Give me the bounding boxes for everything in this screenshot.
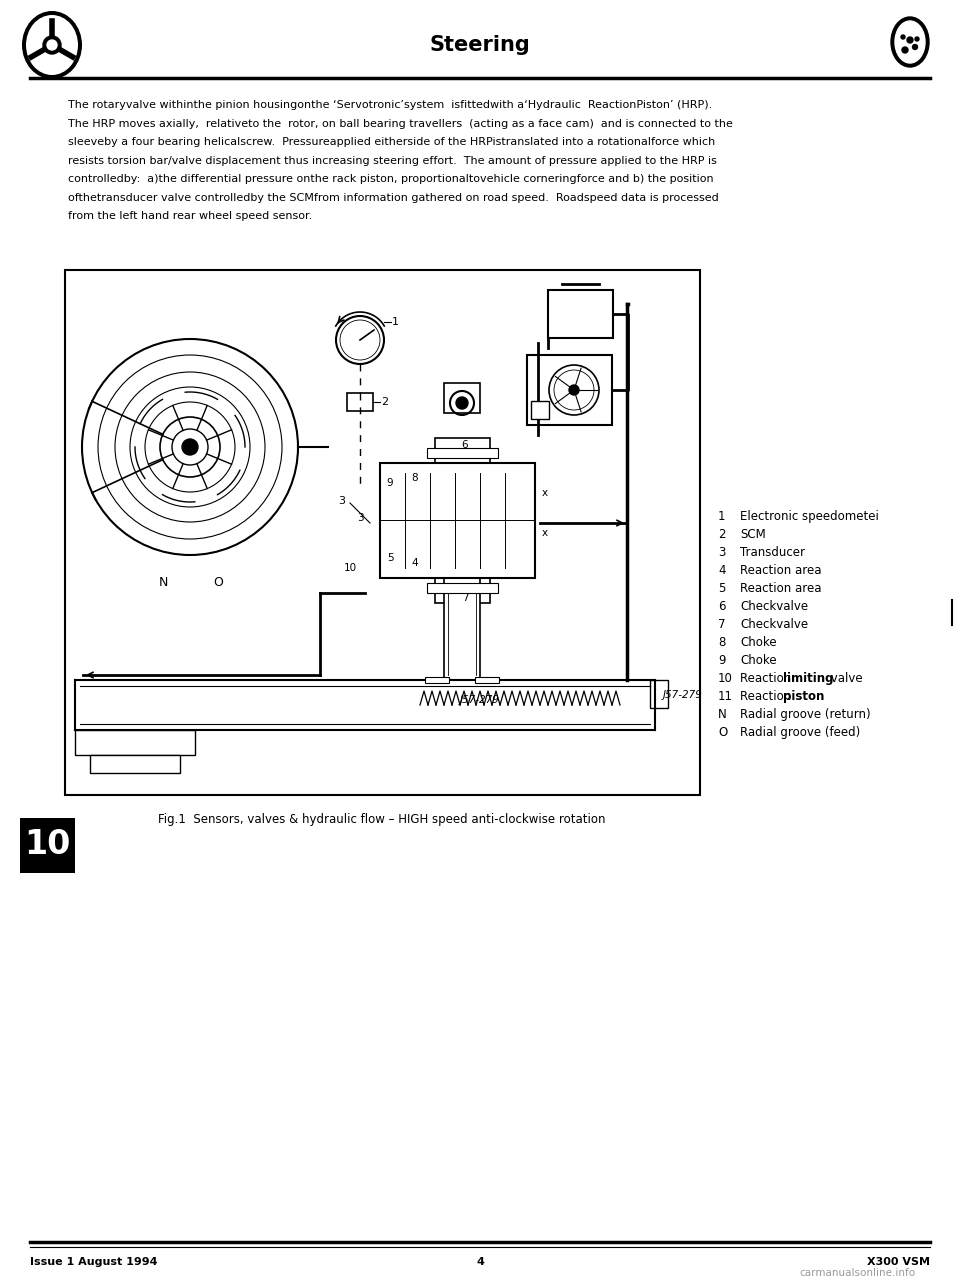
- Circle shape: [913, 45, 918, 49]
- Text: Checkvalve: Checkvalve: [740, 618, 808, 631]
- Bar: [548, 290, 613, 337]
- Text: Choke: Choke: [740, 654, 777, 667]
- Text: Fig.1  Sensors, valves & hydraulic flow – HIGH speed anti-clockwise rotation: Fig.1 Sensors, valves & hydraulic flow –…: [158, 813, 606, 826]
- Bar: [75, 730, 195, 755]
- Text: Issue 1 August 1994: Issue 1 August 1994: [30, 1257, 157, 1267]
- Text: limiting: limiting: [783, 672, 833, 685]
- Text: 2: 2: [718, 528, 726, 541]
- Circle shape: [182, 439, 198, 455]
- Circle shape: [902, 46, 908, 53]
- Ellipse shape: [22, 12, 82, 79]
- Text: 8: 8: [412, 473, 419, 483]
- Text: 9: 9: [718, 654, 726, 667]
- Text: N: N: [158, 576, 168, 589]
- Text: 7: 7: [718, 618, 726, 631]
- Bar: [444, 383, 480, 413]
- Bar: [650, 680, 668, 708]
- Text: 5: 5: [718, 582, 726, 595]
- Bar: [425, 677, 449, 683]
- Text: 3: 3: [338, 496, 345, 506]
- Text: from the left hand rear wheel speed sensor.: from the left hand rear wheel speed sens…: [68, 211, 312, 222]
- Text: J57-279: J57-279: [663, 690, 703, 699]
- Text: valve: valve: [828, 672, 863, 685]
- Text: 9: 9: [387, 478, 394, 488]
- Text: 7: 7: [462, 592, 468, 603]
- Text: Radial groove (return): Radial groove (return): [740, 708, 871, 721]
- Text: 10: 10: [718, 672, 732, 685]
- Text: 8: 8: [718, 636, 726, 649]
- Circle shape: [569, 385, 579, 395]
- Text: O: O: [213, 576, 223, 589]
- Text: 6: 6: [462, 440, 468, 450]
- Text: sleeveby a four bearing helicalscrew.  Pressureapplied eitherside of the HRPistr: sleeveby a four bearing helicalscrew. Pr…: [68, 137, 715, 147]
- Text: 1: 1: [718, 510, 726, 523]
- Bar: [475, 677, 499, 683]
- Text: Choke: Choke: [740, 636, 777, 649]
- Ellipse shape: [891, 17, 929, 67]
- Text: 10: 10: [24, 828, 70, 862]
- Text: 5: 5: [387, 553, 394, 563]
- Ellipse shape: [895, 21, 925, 63]
- Bar: [427, 448, 498, 459]
- Text: 4: 4: [718, 564, 726, 577]
- Bar: [90, 755, 180, 773]
- Ellipse shape: [26, 15, 78, 75]
- Text: X300 VSM: X300 VSM: [867, 1257, 930, 1267]
- Bar: [531, 401, 549, 419]
- Text: piston: piston: [783, 690, 825, 703]
- Circle shape: [907, 37, 913, 43]
- Bar: [347, 393, 373, 411]
- Text: x: x: [542, 488, 548, 498]
- Text: carmanualsonline.info: carmanualsonline.info: [799, 1267, 915, 1278]
- Text: Checkvalve: Checkvalve: [740, 600, 808, 613]
- Text: N: N: [718, 708, 727, 721]
- Text: J57-279: J57-279: [460, 696, 500, 705]
- Text: O: O: [718, 726, 728, 739]
- Circle shape: [456, 397, 468, 410]
- Text: 4: 4: [412, 558, 419, 568]
- Circle shape: [47, 40, 57, 50]
- Text: SCM: SCM: [740, 528, 766, 541]
- Bar: [527, 355, 612, 425]
- Bar: [20, 818, 75, 873]
- Text: Reaction: Reaction: [740, 690, 795, 703]
- Text: Electronic speedometei: Electronic speedometei: [740, 510, 878, 523]
- Circle shape: [43, 36, 61, 54]
- Text: 10: 10: [344, 563, 356, 573]
- Text: Reaction area: Reaction area: [740, 564, 822, 577]
- Text: x: x: [542, 528, 548, 538]
- Text: ofthetransducer valve controlledby the SCMfrom information gathered on road spee: ofthetransducer valve controlledby the S…: [68, 192, 719, 202]
- Bar: [427, 583, 498, 592]
- Bar: [444, 578, 480, 680]
- Text: The HRP moves axially,  relativeto the  rotor, on ball bearing travellers  (acti: The HRP moves axially, relativeto the ro…: [68, 118, 732, 129]
- Text: Radial groove (feed): Radial groove (feed): [740, 726, 860, 739]
- Text: Steering: Steering: [430, 35, 530, 55]
- Bar: [380, 462, 535, 578]
- Text: 1: 1: [392, 317, 399, 327]
- Text: The rotaryvalve withinthe pinion housingonthe ‘Servotronic’system  isfittedwith : The rotaryvalve withinthe pinion housing…: [68, 100, 712, 109]
- Text: 4: 4: [476, 1257, 484, 1267]
- Text: Reaction area: Reaction area: [740, 582, 822, 595]
- Text: 3: 3: [357, 513, 363, 523]
- Text: Transducer: Transducer: [740, 546, 805, 559]
- Circle shape: [901, 35, 905, 39]
- Text: 2: 2: [381, 397, 388, 407]
- Text: resists torsion bar/valve displacement thus increasing steering effort.  The amo: resists torsion bar/valve displacement t…: [68, 156, 717, 165]
- Text: controlledby:  a)the differential pressure onthe rack piston, proportionaltovehi: controlledby: a)the differential pressur…: [68, 174, 713, 184]
- Text: 11: 11: [718, 690, 733, 703]
- Bar: [65, 270, 700, 795]
- Text: Reaction: Reaction: [740, 672, 795, 685]
- Text: 11: 11: [467, 383, 480, 393]
- Circle shape: [915, 37, 919, 41]
- Text: 6: 6: [718, 600, 726, 613]
- Text: 3: 3: [718, 546, 726, 559]
- Bar: [435, 438, 490, 603]
